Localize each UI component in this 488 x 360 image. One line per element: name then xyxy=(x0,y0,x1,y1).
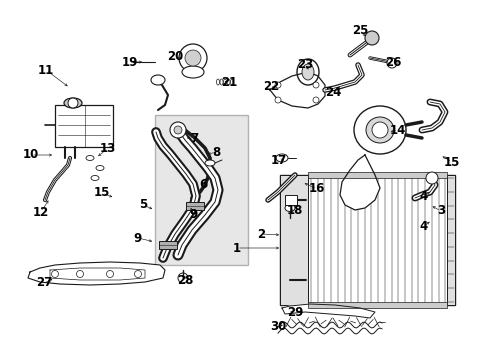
Ellipse shape xyxy=(91,175,99,180)
Text: 3: 3 xyxy=(436,204,444,217)
Text: 9: 9 xyxy=(188,208,197,221)
Text: 11: 11 xyxy=(38,63,54,77)
Text: 12: 12 xyxy=(33,206,49,219)
Bar xyxy=(285,195,296,205)
Bar xyxy=(155,115,247,265)
Bar xyxy=(185,202,203,210)
Ellipse shape xyxy=(365,117,393,143)
Text: 9: 9 xyxy=(134,231,142,244)
Ellipse shape xyxy=(151,75,164,85)
Ellipse shape xyxy=(64,98,82,108)
Ellipse shape xyxy=(96,166,104,171)
Text: 14: 14 xyxy=(389,123,406,136)
Text: 17: 17 xyxy=(270,153,286,166)
Circle shape xyxy=(178,273,187,283)
Bar xyxy=(280,175,454,305)
Text: 25: 25 xyxy=(351,24,367,37)
Ellipse shape xyxy=(223,79,226,85)
Ellipse shape xyxy=(275,154,287,162)
Ellipse shape xyxy=(220,79,223,85)
Circle shape xyxy=(174,126,182,134)
Text: 27: 27 xyxy=(36,276,52,289)
Circle shape xyxy=(312,97,318,103)
Ellipse shape xyxy=(285,204,294,211)
Text: 20: 20 xyxy=(166,49,183,63)
Circle shape xyxy=(274,97,281,103)
Circle shape xyxy=(274,82,281,88)
Text: 2: 2 xyxy=(256,228,264,240)
Bar xyxy=(55,105,113,147)
Ellipse shape xyxy=(182,66,203,78)
Circle shape xyxy=(425,172,437,184)
Text: 15: 15 xyxy=(443,156,459,168)
Text: 1: 1 xyxy=(232,242,241,255)
Text: 29: 29 xyxy=(286,306,303,319)
Text: 24: 24 xyxy=(324,86,341,99)
Text: 13: 13 xyxy=(100,141,116,154)
Circle shape xyxy=(106,270,113,278)
Polygon shape xyxy=(28,262,164,285)
Bar xyxy=(307,302,446,308)
Text: 22: 22 xyxy=(263,81,279,94)
Bar xyxy=(159,241,177,249)
Text: 16: 16 xyxy=(308,183,325,195)
Text: 19: 19 xyxy=(122,55,138,68)
Text: 6: 6 xyxy=(199,179,207,192)
Circle shape xyxy=(170,122,185,138)
Polygon shape xyxy=(282,304,374,318)
Circle shape xyxy=(312,82,318,88)
Circle shape xyxy=(386,58,396,68)
Ellipse shape xyxy=(226,79,229,85)
Bar xyxy=(307,172,446,178)
Text: 18: 18 xyxy=(286,204,303,217)
Bar xyxy=(280,175,307,305)
Polygon shape xyxy=(339,155,379,210)
Text: 23: 23 xyxy=(296,58,312,71)
Bar xyxy=(446,175,454,305)
Text: 7: 7 xyxy=(189,131,198,144)
Circle shape xyxy=(179,44,206,72)
Text: 28: 28 xyxy=(177,274,193,287)
Ellipse shape xyxy=(353,106,405,154)
Text: 26: 26 xyxy=(384,57,400,69)
Circle shape xyxy=(184,50,201,66)
Circle shape xyxy=(134,270,141,278)
Circle shape xyxy=(51,270,59,278)
Text: 4: 4 xyxy=(419,220,427,233)
Ellipse shape xyxy=(296,59,318,85)
Text: 30: 30 xyxy=(269,320,285,333)
Text: 15: 15 xyxy=(94,186,110,199)
Text: 21: 21 xyxy=(221,77,237,90)
Text: 8: 8 xyxy=(211,145,220,158)
Ellipse shape xyxy=(302,64,313,80)
Ellipse shape xyxy=(86,156,94,161)
Text: 4: 4 xyxy=(419,190,427,203)
Text: 10: 10 xyxy=(23,148,39,162)
Circle shape xyxy=(68,98,78,108)
Ellipse shape xyxy=(216,79,219,85)
Circle shape xyxy=(364,31,378,45)
Ellipse shape xyxy=(204,160,215,166)
Circle shape xyxy=(76,270,83,278)
Circle shape xyxy=(371,122,387,138)
Polygon shape xyxy=(269,72,325,108)
Ellipse shape xyxy=(230,79,233,85)
Text: 5: 5 xyxy=(139,198,147,211)
